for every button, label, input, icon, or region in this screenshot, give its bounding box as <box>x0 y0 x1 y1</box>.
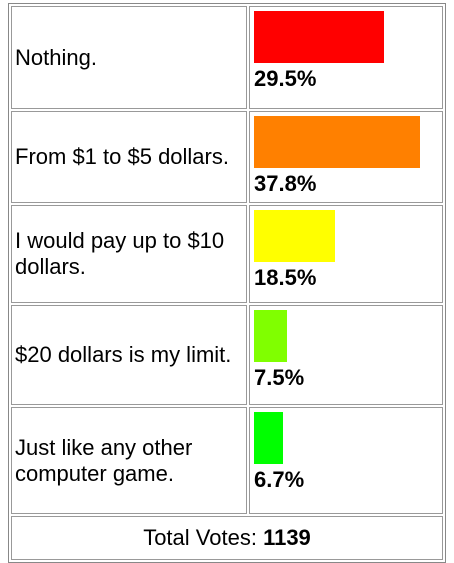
result-cell: 18.5% <box>249 205 443 303</box>
option-label: Just like any other computer game. <box>11 407 247 514</box>
percent-label: 6.7% <box>254 467 305 492</box>
total-row: Total Votes: 1139 <box>11 516 443 560</box>
poll-rows: Nothing. 29.5% From $1 to $5 dollars. 37.8%… <box>11 6 443 560</box>
bar <box>254 310 287 362</box>
percent-label: 7.5% <box>254 365 305 390</box>
total-value: 1139 <box>263 525 311 550</box>
total-cell: Total Votes: 1139 <box>11 516 443 560</box>
option-label: I would pay up to $10 dollars. <box>11 205 247 303</box>
bar <box>254 11 384 63</box>
option-label: Nothing. <box>11 6 247 109</box>
bar <box>254 210 336 262</box>
poll-table: Nothing. 29.5% From $1 to $5 dollars. 37.8%… <box>8 3 446 563</box>
result-cell: 37.8% <box>249 111 443 203</box>
percent-label: 37.8% <box>254 171 317 196</box>
total-label: Total Votes: <box>143 525 257 550</box>
result-cell: 29.5% <box>249 6 443 109</box>
result-cell: 7.5% <box>249 305 443 405</box>
bar <box>254 116 421 168</box>
option-label: From $1 to $5 dollars. <box>11 111 247 203</box>
result-cell: 6.7% <box>249 407 443 514</box>
poll-row: $20 dollars is my limit. 7.5% <box>11 305 443 405</box>
poll-row: Just like any other computer game. 6.7% <box>11 407 443 514</box>
poll-row: From $1 to $5 dollars. 37.8% <box>11 111 443 203</box>
poll-row: Nothing. 29.5% <box>11 6 443 109</box>
option-label: $20 dollars is my limit. <box>11 305 247 405</box>
poll-row: I would pay up to $10 dollars. 18.5% <box>11 205 443 303</box>
bar <box>254 412 284 464</box>
percent-label: 18.5% <box>254 265 317 290</box>
percent-label: 29.5% <box>254 66 317 91</box>
